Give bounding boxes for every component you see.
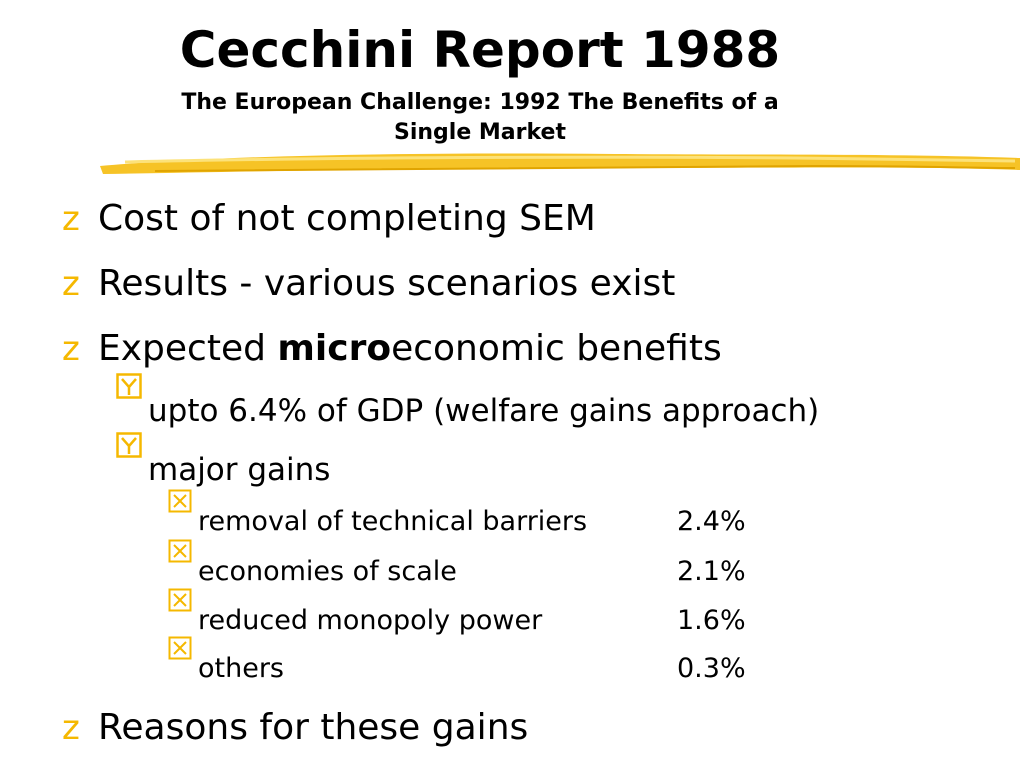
z-bullet-icon: z — [62, 199, 80, 239]
slide-subtitle: The European Challenge: 1992 The Benefit… — [60, 88, 900, 148]
expected-bold: micro — [277, 328, 392, 369]
expected-prefix: Expected — [98, 328, 278, 369]
x-box-bullet-icon — [168, 636, 198, 677]
highlighter-stroke — [100, 153, 1020, 174]
sub-bullet-major: major gains — [116, 432, 331, 488]
sub-bullet-upto: upto 6.4% of GDP (welfare gains approach… — [116, 373, 820, 429]
gain-row: others — [168, 636, 284, 684]
bullet-reasons-text: Reasons for these gains — [98, 707, 529, 748]
sub-bullet-upto-text: upto 6.4% of GDP (welfare gains approach… — [148, 393, 820, 429]
gain-label: removal of technical barriers — [198, 506, 588, 537]
x-box-bullet-icon — [168, 539, 198, 580]
gain-label: others — [198, 653, 284, 684]
z-bullet-icon: z — [62, 329, 80, 369]
gain-row: reduced monopoly power — [168, 588, 543, 636]
z-bullet-icon: z — [62, 708, 80, 748]
gain-value: 2.1% — [677, 556, 746, 587]
bullet-results-text: Results - various scenarios exist — [98, 263, 676, 304]
gain-label: economies of scale — [198, 556, 457, 587]
bullet-cost-text: Cost of not completing SEM — [98, 198, 596, 239]
subtitle-line-1: The European Challenge: 1992 The Benefit… — [181, 90, 779, 115]
gain-row: removal of technical barriers — [168, 489, 588, 537]
gain-row: economies of scale — [168, 539, 457, 587]
gain-value: 2.4% — [677, 506, 746, 537]
bullet-expected: z Expected micro economic benefits — [62, 328, 722, 369]
subtitle-line-2: Single Market — [394, 120, 566, 145]
y-box-bullet-icon — [116, 432, 142, 480]
expected-suffix: economic benefits — [391, 328, 722, 369]
z-bullet-icon: z — [62, 264, 80, 304]
gain-value: 0.3% — [677, 653, 746, 684]
bullet-results: z Results - various scenarios exist — [62, 263, 675, 304]
bullet-cost: z Cost of not completing SEM — [62, 198, 596, 239]
y-box-bullet-icon — [116, 373, 142, 421]
slide-title: Cecchini Report 1988 — [179, 21, 781, 79]
gain-value: 1.6% — [677, 605, 746, 636]
bullet-reasons: z Reasons for these gains — [62, 707, 528, 748]
sub-bullet-major-text: major gains — [148, 452, 331, 488]
gain-label: reduced monopoly power — [198, 605, 543, 636]
x-box-bullet-icon — [168, 489, 198, 530]
x-box-bullet-icon — [168, 588, 198, 629]
